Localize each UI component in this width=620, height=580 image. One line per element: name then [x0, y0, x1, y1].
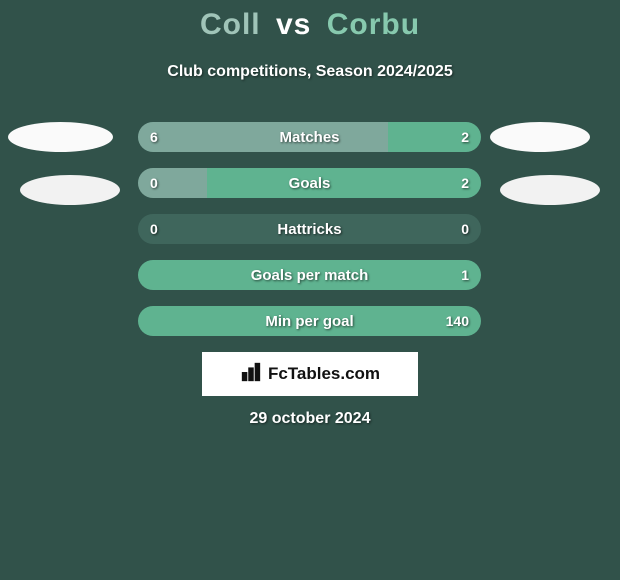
stat-segment-left — [138, 168, 207, 198]
branding-badge: FcTables.com — [202, 352, 418, 396]
stat-segment-right — [388, 122, 481, 152]
stat-value-left: 0 — [150, 214, 158, 244]
stat-value-right: 1 — [461, 260, 469, 290]
stat-segment-right — [207, 168, 481, 198]
title-vs-word: vs — [276, 8, 311, 41]
page-title: Coll vs Corbu — [0, 8, 620, 42]
stat-row: 02Goals — [138, 168, 481, 198]
comparison-infographic: Coll vs Corbu Club competitions, Season … — [0, 0, 620, 580]
player-right-avatar-placeholder — [490, 122, 590, 152]
generation-date: 29 october 2024 — [0, 410, 620, 428]
stat-row: 0 0Hattricks — [138, 214, 481, 244]
title-player-left: Coll — [200, 8, 261, 41]
stat-value-right: 140 — [446, 306, 469, 336]
stat-label: Goals per match — [138, 260, 481, 290]
stat-label: Min per goal — [138, 306, 481, 336]
player-left-avatar-placeholder — [8, 122, 113, 152]
stat-bars-region: 62Matches 02Goals 0 0Hattricks 1Goals per ma… — [138, 122, 481, 352]
title-player-right: Corbu — [327, 8, 420, 41]
stat-segment-left — [138, 122, 388, 152]
stat-row: 1Goals per match — [138, 260, 481, 290]
branding-text: FcTables.com — [268, 364, 380, 384]
subtitle: Club competitions, Season 2024/2025 — [0, 63, 620, 81]
stat-label: Hattricks — [138, 214, 481, 244]
chart-bars-icon — [240, 361, 262, 388]
player-right-shadow-placeholder — [500, 175, 600, 205]
stat-row: 140Min per goal — [138, 306, 481, 336]
stat-row: 62Matches — [138, 122, 481, 152]
stat-value-right: 0 — [461, 214, 469, 244]
player-left-shadow-placeholder — [20, 175, 120, 205]
